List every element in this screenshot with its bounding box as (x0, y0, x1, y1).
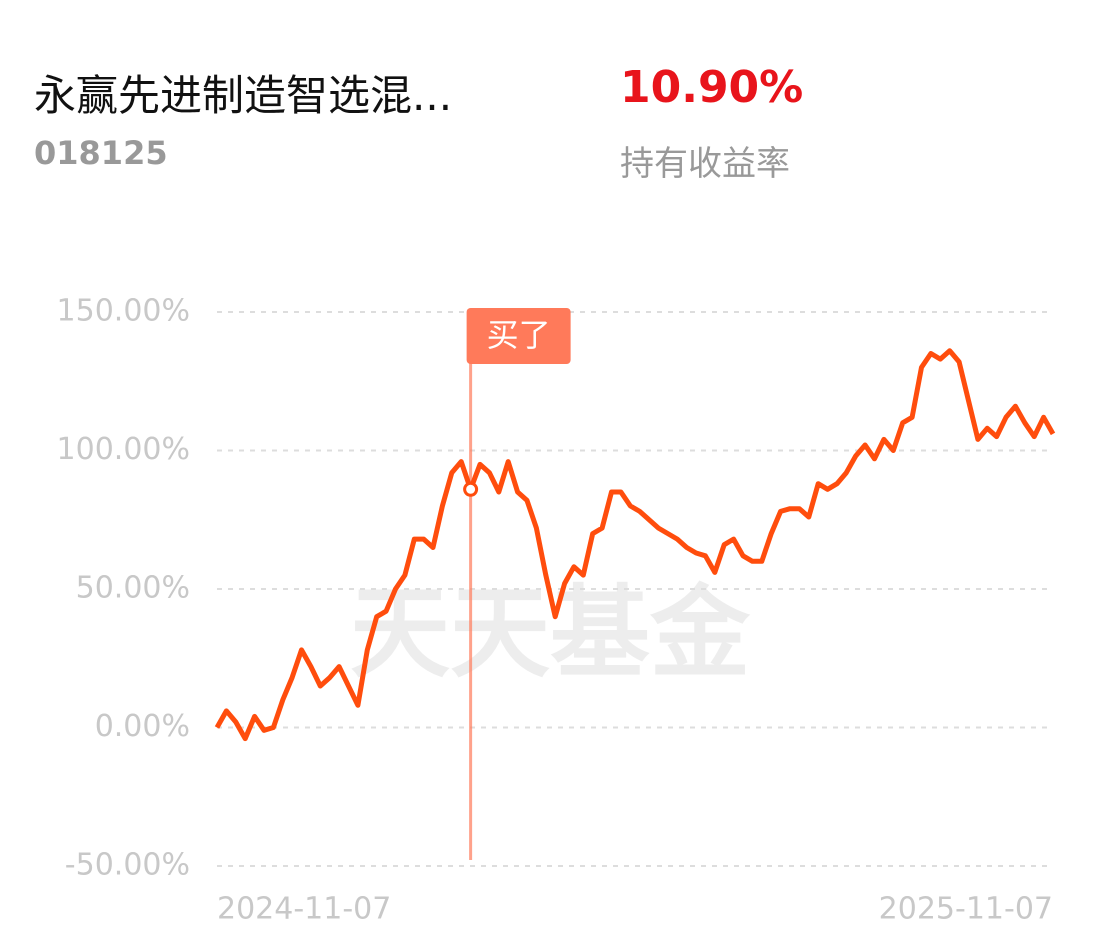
return-line (214, 348, 1056, 742)
return-value: 10.90% (620, 62, 804, 113)
y-tick-label: 0.00% (95, 709, 190, 744)
buy-tag-box (466, 308, 571, 364)
fund-code: 018125 (34, 134, 168, 172)
buy-tag: 买了 (487, 316, 551, 354)
return-label: 持有收益率 (620, 144, 790, 184)
x-tick-label: 2025-11-07 (879, 892, 1053, 927)
fund-title: 永赢先进制造智选混... (34, 71, 453, 120)
y-tick-label: 100.00% (57, 432, 190, 467)
x-tick-label: 2024-11-07 (217, 892, 391, 927)
buy-point (463, 481, 479, 497)
y-tick-label: 50.00% (76, 571, 190, 606)
y-tick-label: 150.00% (57, 294, 190, 329)
y-tick-label: -50.00% (65, 848, 190, 883)
